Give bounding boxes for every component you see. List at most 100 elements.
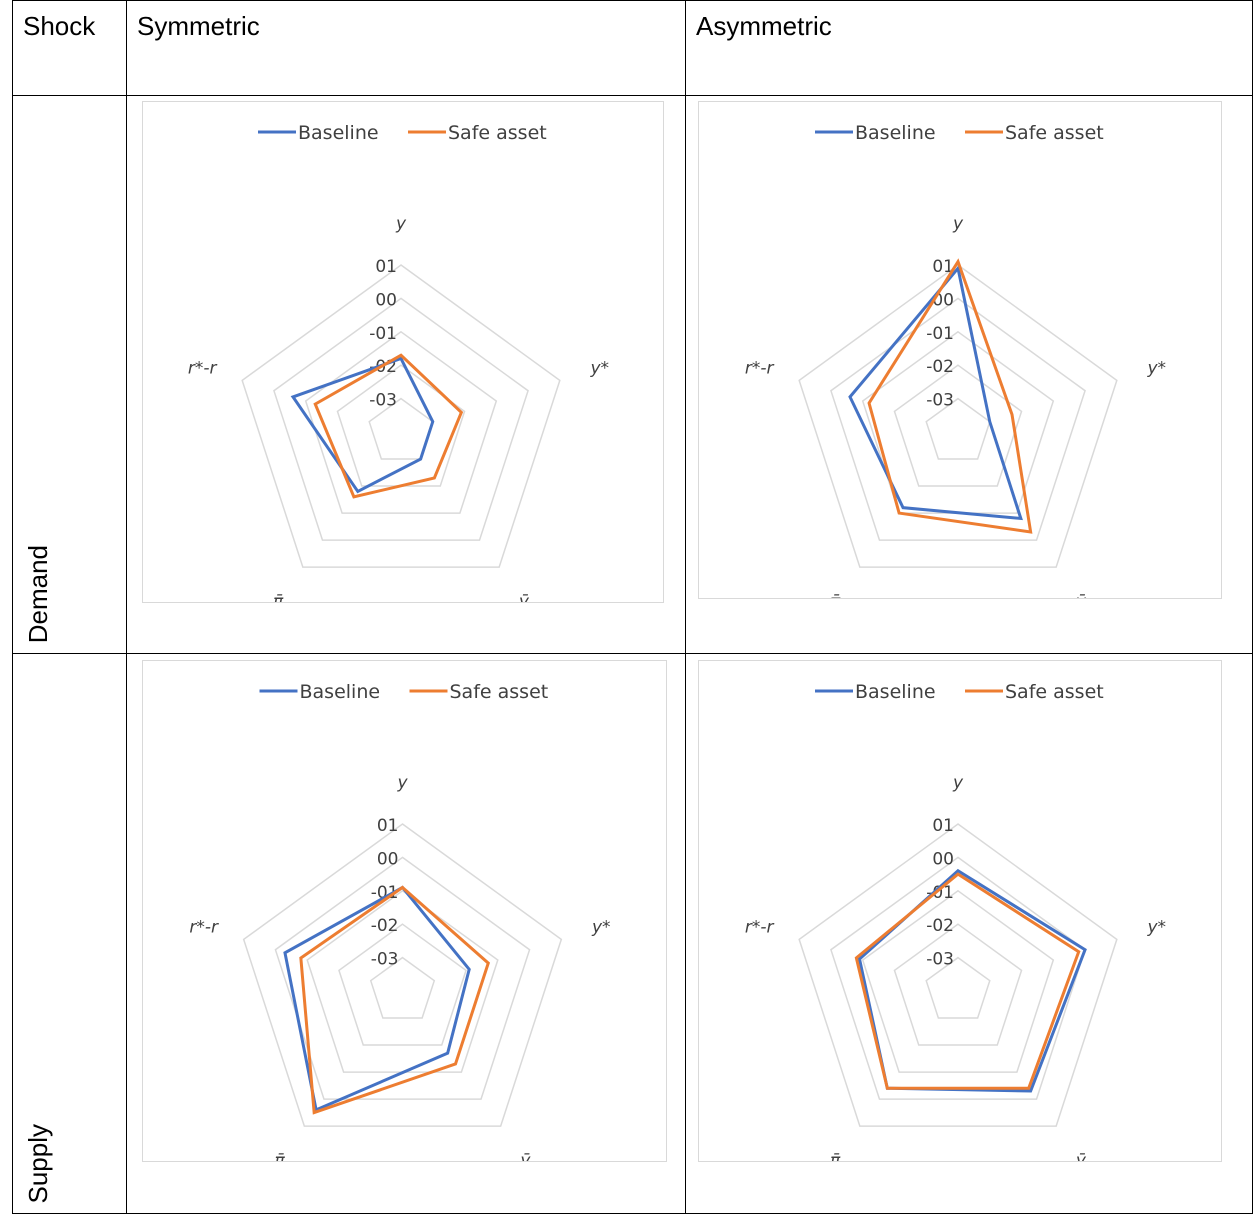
axis-label: r*-r	[188, 358, 218, 378]
axis-label: ȳ	[519, 1151, 531, 1161]
grid-ring	[369, 956, 436, 1019]
legend-label: Safe asset	[448, 122, 547, 144]
tick-label: 00	[932, 849, 954, 869]
axis-label: ȳ	[1075, 592, 1087, 598]
tick-label: -01	[371, 883, 399, 903]
legend-item: Baseline	[258, 122, 379, 144]
series-baseline	[283, 885, 471, 1113]
grid-ring	[925, 956, 991, 1019]
axis-label: y	[395, 214, 407, 234]
tick-label: -01	[926, 324, 954, 344]
axis-label: y	[396, 773, 408, 793]
grid-ring	[242, 823, 563, 1127]
tick-label: -03	[369, 391, 397, 411]
legend-item: Safe asset	[965, 122, 1104, 144]
series-safe-asset	[299, 885, 490, 1115]
tick-label: -02	[371, 916, 399, 936]
tick-label: -01	[369, 324, 397, 344]
axis-label: π̄	[830, 1151, 841, 1161]
axis-label: y*	[1146, 917, 1166, 937]
axis-label: y*	[589, 358, 609, 378]
header-symmetric: Symmetric	[126, 0, 686, 96]
axis-label: π̄	[273, 592, 284, 602]
grid-ring	[893, 923, 1023, 1046]
axis-label: r*-r	[745, 917, 775, 937]
grid-ring	[893, 364, 1023, 487]
legend-label: Baseline	[855, 122, 936, 144]
grid-ring	[338, 923, 467, 1046]
tick-label: -01	[926, 883, 954, 903]
grid-ring	[925, 397, 991, 460]
header-asymmetric: Asymmetric	[685, 0, 1253, 96]
tick-label: 01	[377, 816, 399, 836]
legend-label: Safe asset	[450, 681, 549, 703]
cell-supply-asymmetric: Baseline Safe asset 01 00 -01 -02 -03 y y* ȳ π̄ r*…	[685, 653, 1253, 1214]
header-shock-label: Shock	[23, 11, 96, 41]
legend-item: Baseline	[815, 681, 936, 703]
axis-label: y*	[1146, 358, 1166, 378]
tick-label: 01	[932, 257, 954, 277]
legend-item: Safe asset	[408, 122, 547, 144]
header-asymmetric-label: Asymmetric	[696, 11, 832, 41]
axis-label: ȳ	[1075, 1151, 1087, 1161]
tick-label: -03	[371, 950, 399, 970]
tick-label: -03	[926, 391, 954, 411]
row-label-demand: Demand	[23, 544, 53, 643]
axis-label: r*-r	[189, 917, 219, 937]
tick-label: -02	[926, 357, 954, 377]
row-label-supply: Supply	[23, 1123, 53, 1204]
axis-label: π̄	[275, 1151, 286, 1161]
results-table: Shock Symmetric Asymmetric Demand Baseli…	[12, 0, 1253, 1214]
series-baseline	[290, 356, 435, 494]
legend-label: Safe asset	[1005, 122, 1104, 144]
axis-label: y	[952, 773, 964, 793]
legend-item: Safe asset	[409, 681, 549, 703]
header-shock: Shock	[12, 0, 127, 96]
grid-ring	[830, 856, 1086, 1100]
grid-ring	[273, 297, 529, 541]
legend-item: Safe asset	[965, 681, 1104, 703]
legend-item: Baseline	[259, 681, 381, 703]
series-safe-asset	[313, 353, 464, 499]
grid-ring	[241, 264, 561, 568]
axis-label: π̄	[830, 592, 841, 598]
radar-chart: Baseline Safe asset 01 00 -01 -02 -03 y y* ȳ π̄ r*…	[189, 681, 611, 1161]
chart-supply-asymmetric: Baseline Safe asset 01 00 -01 -02 -03 y y* ȳ π̄ r*…	[698, 660, 1222, 1162]
grid-ring	[304, 330, 498, 514]
legend-item: Baseline	[815, 122, 936, 144]
grid-ring	[861, 889, 1055, 1073]
axis-label: y	[952, 214, 964, 234]
grid-ring	[830, 297, 1086, 541]
row-demand: Demand	[12, 95, 127, 654]
chart-supply-symmetric: Baseline Safe asset 01 00 -01 -02 -03 y y* ȳ π̄ r*…	[142, 660, 667, 1162]
legend-label: Baseline	[300, 681, 381, 703]
series-safe-asset	[854, 872, 1081, 1090]
axis-label: ȳ	[518, 592, 530, 602]
tick-label: 01	[375, 257, 397, 277]
tick-label: -02	[926, 916, 954, 936]
radar-chart: Baseline Safe asset 01 00 -01 -02 -03 y y* ȳ π̄ r*…	[745, 681, 1166, 1161]
legend-label: Safe asset	[1005, 681, 1104, 703]
axis-label: r*-r	[745, 358, 775, 378]
grid-ring	[798, 264, 1118, 568]
grid-ring	[274, 856, 531, 1100]
grid-ring	[798, 823, 1118, 1127]
legend-label: Baseline	[298, 122, 379, 144]
legend-label: Baseline	[855, 681, 936, 703]
tick-label: 00	[375, 290, 397, 310]
header-symmetric-label: Symmetric	[137, 11, 260, 41]
tick-label: 01	[932, 816, 954, 836]
axis-label: y*	[591, 917, 611, 937]
series-safe-asset	[867, 258, 1033, 534]
row-supply: Supply	[12, 653, 127, 1214]
grid-ring	[368, 397, 434, 460]
tick-label: 00	[377, 849, 399, 869]
series-baseline	[848, 265, 1023, 521]
tick-label: -03	[926, 950, 954, 970]
